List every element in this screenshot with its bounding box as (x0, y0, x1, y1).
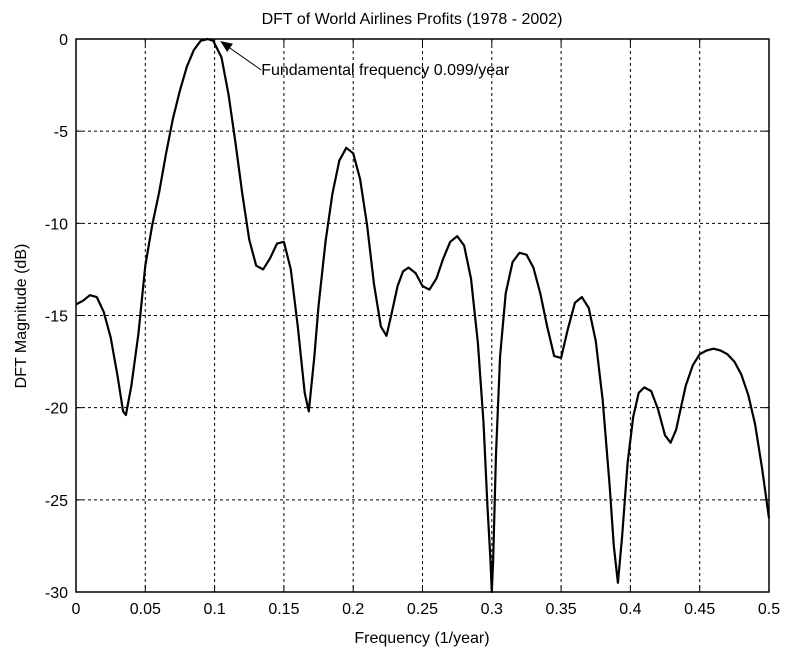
y-tick-label: -10 (45, 216, 68, 233)
x-tick-label: 0.5 (758, 601, 780, 618)
y-tick-label: -5 (54, 124, 68, 141)
annotation-arrowhead (220, 41, 233, 52)
y-tick-label: -30 (45, 585, 68, 602)
y-tick-label: 0 (59, 32, 68, 49)
x-tick-label: 0.1 (203, 601, 225, 618)
annotation-text: Fundamental frequency 0.099/year (261, 62, 510, 79)
tick-labels: 0 0.05 0.1 0.15 0.2 0.25 0.3 0.35 0.4 0.45 0.5 0 -5 -… (45, 32, 780, 618)
x-axis-title: Frequency (1/year) (354, 630, 489, 647)
x-tick-label: 0.3 (481, 601, 503, 618)
x-tick-label: 0.05 (130, 601, 161, 618)
series-group (75, 37, 771, 594)
y-tick-label: -15 (45, 309, 68, 326)
y-tick-label: -25 (45, 493, 68, 510)
annotation: Fundamental frequency 0.099/year (220, 41, 510, 79)
x-tick-label: 0.4 (619, 601, 641, 618)
x-tick-label: 0.25 (407, 601, 438, 618)
x-tick-label: 0 (72, 601, 81, 618)
x-tick-label: 0.45 (684, 601, 715, 618)
chart-title: DFT of World Airlines Profits (1978 - 20… (262, 11, 563, 28)
series-line (75, 37, 771, 594)
x-tick-label: 0.35 (546, 601, 577, 618)
y-axis-title: DFT Magnitude (dB) (13, 244, 30, 389)
grid (76, 39, 769, 592)
y-tick-label: -20 (45, 401, 68, 418)
x-tick-label: 0.15 (268, 601, 299, 618)
x-tick-label: 0.2 (342, 601, 364, 618)
